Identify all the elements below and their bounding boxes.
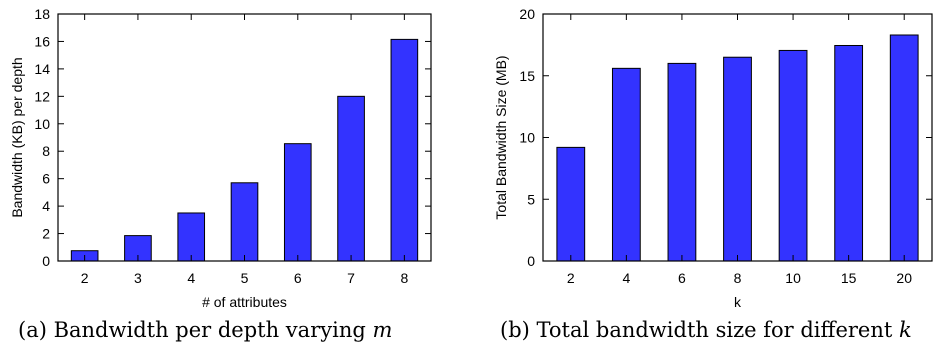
x-tick-label: 4 bbox=[187, 270, 195, 286]
bar bbox=[390, 38, 419, 262]
caption-a: (a) Bandwidth per depth varying m bbox=[18, 318, 392, 342]
bar bbox=[556, 146, 586, 262]
x-tick-label: 3 bbox=[134, 270, 142, 286]
y-tick-label: 10 bbox=[519, 130, 535, 146]
x-tick-label: 4 bbox=[622, 270, 630, 286]
caption-a-text: (a) Bandwidth per depth varying bbox=[18, 318, 373, 342]
chart-total-bandwidth-size: 0 5 10 15 20 2 4 6 8 10 15 20 k Total Bandwidth Size … bbox=[493, 6, 933, 310]
y-tick-label: 0 bbox=[42, 253, 50, 269]
y-axis-label: Total Bandwidth Size (MB) bbox=[493, 55, 509, 219]
x-tick-label: 7 bbox=[347, 270, 355, 286]
bar bbox=[889, 34, 919, 262]
bar bbox=[611, 67, 641, 262]
x-tick-label: 6 bbox=[294, 270, 302, 286]
bar bbox=[667, 62, 697, 262]
bar bbox=[723, 56, 752, 262]
x-tick-label: 15 bbox=[841, 270, 857, 286]
x-tick-label: 8 bbox=[734, 270, 742, 286]
y-tick-label: 6 bbox=[42, 171, 50, 187]
y-tick-label: 12 bbox=[34, 88, 50, 104]
caption-b: (b) Total bandwidth size for different k bbox=[500, 318, 912, 342]
caption-a-var: m bbox=[372, 318, 393, 342]
x-tick-label: 5 bbox=[241, 270, 249, 286]
bar bbox=[177, 212, 206, 262]
y-tick-label: 18 bbox=[34, 6, 50, 22]
plot-frame bbox=[57, 13, 432, 262]
y-tick-label: 0 bbox=[527, 253, 535, 269]
x-axis-label: # of attributes bbox=[202, 294, 287, 310]
x-tick-label: 6 bbox=[678, 270, 686, 286]
y-tick-label: 2 bbox=[42, 226, 50, 242]
x-axis-label: k bbox=[734, 294, 742, 310]
bar bbox=[230, 182, 259, 262]
x-tick-label: 20 bbox=[896, 270, 912, 286]
bar bbox=[834, 44, 864, 262]
x-tick-label: 10 bbox=[785, 270, 801, 286]
y-tick-label: 14 bbox=[34, 61, 50, 77]
x-tick-label: 2 bbox=[567, 270, 575, 286]
bar bbox=[337, 95, 365, 262]
caption-b-text: (b) Total bandwidth size for different bbox=[500, 318, 899, 342]
y-tick-label: 8 bbox=[42, 143, 50, 159]
y-tick-label: 5 bbox=[527, 191, 535, 207]
x-tick-label: 8 bbox=[400, 270, 408, 286]
x-tick-label: 2 bbox=[81, 270, 89, 286]
y-tick-label: 15 bbox=[519, 68, 535, 84]
bar bbox=[283, 143, 312, 262]
y-tick-label: 10 bbox=[34, 116, 50, 132]
caption-b-var: k bbox=[898, 318, 912, 342]
bar bbox=[778, 49, 808, 262]
y-tick-label: 16 bbox=[34, 33, 50, 49]
y-tick-label: 20 bbox=[519, 6, 535, 22]
y-axis-label: Bandwidth (KB) per depth bbox=[9, 57, 25, 217]
y-tick-label: 4 bbox=[42, 198, 50, 214]
chart-bandwidth-per-depth: 0 2 4 6 8 10 12 14 16 18 2 3 4 5 6 7 8 # of attributes Ban… bbox=[9, 6, 432, 310]
plot-frame bbox=[542, 13, 933, 262]
